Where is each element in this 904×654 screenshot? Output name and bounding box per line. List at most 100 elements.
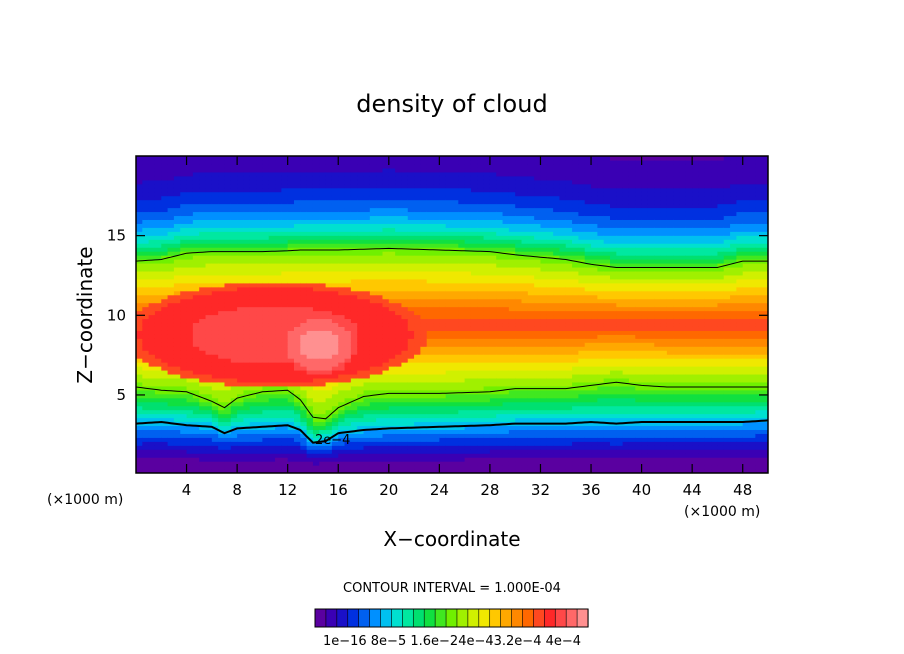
heatmap-cell — [180, 231, 188, 236]
heatmap-cell — [458, 223, 466, 228]
heatmap-cell — [439, 461, 447, 466]
heatmap-cell — [508, 429, 516, 434]
heatmap-cell — [363, 421, 371, 427]
heatmap-cell — [477, 167, 485, 173]
heatmap-cell — [325, 167, 333, 173]
heatmap-cell — [350, 322, 358, 327]
heatmap-cell — [180, 334, 188, 339]
heatmap-cell — [186, 405, 194, 411]
heatmap-cell — [154, 298, 162, 304]
heatmap-cell — [338, 199, 346, 205]
heatmap-cell — [192, 211, 200, 217]
heatmap-cell — [344, 358, 352, 363]
heatmap-cell — [521, 330, 529, 335]
heatmap-cell — [401, 211, 409, 217]
heatmap-cell — [483, 417, 491, 423]
heatmap-cell — [249, 326, 257, 331]
heatmap-cell — [142, 413, 150, 419]
heatmap-cell — [173, 334, 181, 339]
heatmap-cell — [249, 278, 257, 284]
heatmap-cell — [445, 373, 453, 379]
heatmap-cell — [262, 373, 270, 379]
heatmap-cell — [395, 199, 403, 205]
heatmap-cell — [369, 350, 377, 355]
heatmap-cell — [142, 373, 150, 379]
heatmap-cell — [388, 266, 396, 272]
heatmap-cell — [470, 255, 478, 260]
heatmap-cell — [376, 413, 384, 419]
heatmap-cell — [420, 405, 428, 411]
heatmap-cell — [300, 334, 308, 339]
heatmap-cell — [199, 175, 207, 181]
heatmap-cell — [142, 203, 150, 209]
heatmap-cell — [211, 294, 219, 300]
heatmap-cell — [477, 326, 485, 331]
heatmap-cell — [275, 366, 282, 371]
heatmap-cell — [407, 362, 415, 367]
heatmap-cell — [496, 362, 504, 367]
heatmap-cell — [300, 358, 308, 363]
heatmap-cell — [420, 243, 428, 248]
heatmap-cell — [192, 318, 200, 324]
heatmap-cell — [294, 385, 301, 391]
heatmap-cell — [433, 211, 440, 217]
heatmap-cell — [357, 187, 365, 193]
heatmap-cell — [458, 429, 466, 434]
heatmap-cell — [148, 461, 156, 466]
heatmap-cell — [281, 306, 289, 312]
heatmap-cell — [401, 441, 409, 446]
heatmap-cell — [161, 449, 169, 454]
heatmap-cell — [312, 255, 320, 260]
heatmap-cell — [350, 191, 358, 197]
heatmap-cell — [268, 302, 276, 308]
heatmap-cell — [262, 334, 270, 339]
heatmap-cell — [211, 314, 219, 320]
heatmap-cell — [496, 393, 504, 399]
heatmap-cell — [407, 445, 415, 450]
heatmap-cell — [401, 255, 409, 260]
heatmap-cell — [243, 354, 251, 359]
heatmap-cell — [148, 203, 156, 209]
heatmap-cell — [154, 199, 162, 205]
heatmap-cell — [319, 270, 327, 276]
heatmap-cell — [470, 354, 478, 359]
heatmap-cell — [136, 215, 143, 220]
heatmap-cell — [211, 318, 219, 324]
heatmap-cell — [388, 223, 396, 228]
heatmap-cell — [262, 393, 270, 399]
heatmap-cell — [439, 163, 447, 169]
heatmap-cell — [496, 453, 504, 458]
heatmap-cell — [331, 290, 339, 296]
heatmap-cell — [331, 302, 339, 308]
heatmap-cell — [426, 453, 434, 458]
heatmap-cell — [199, 445, 207, 450]
heatmap-cell — [300, 421, 308, 427]
heatmap-cell — [281, 314, 289, 320]
heatmap-cell — [369, 187, 377, 193]
heatmap-cell — [382, 211, 390, 217]
heatmap-cell — [344, 306, 352, 312]
heatmap-cell — [515, 362, 523, 367]
heatmap-cell — [369, 445, 377, 450]
heatmap-cell — [344, 385, 352, 391]
heatmap-cell — [414, 282, 421, 288]
heatmap-cell — [388, 449, 396, 454]
heatmap-cell — [508, 449, 516, 454]
heatmap-cell — [268, 385, 276, 391]
heatmap-cell — [363, 207, 371, 213]
heatmap-cell — [508, 227, 516, 232]
heatmap-cell — [268, 358, 276, 363]
heatmap-cell — [395, 413, 403, 419]
heatmap-cell — [148, 298, 156, 304]
heatmap-cell — [489, 373, 497, 379]
heatmap-cell — [331, 421, 339, 427]
heatmap-cell — [142, 266, 150, 272]
heatmap-cell — [287, 183, 295, 189]
heatmap-cell — [496, 183, 504, 189]
heatmap-cell — [268, 425, 276, 431]
heatmap-cell — [452, 179, 459, 185]
heatmap-cell — [458, 441, 466, 446]
heatmap-cell — [395, 290, 403, 296]
heatmap-cell — [161, 405, 169, 411]
heatmap-cell — [268, 330, 276, 335]
